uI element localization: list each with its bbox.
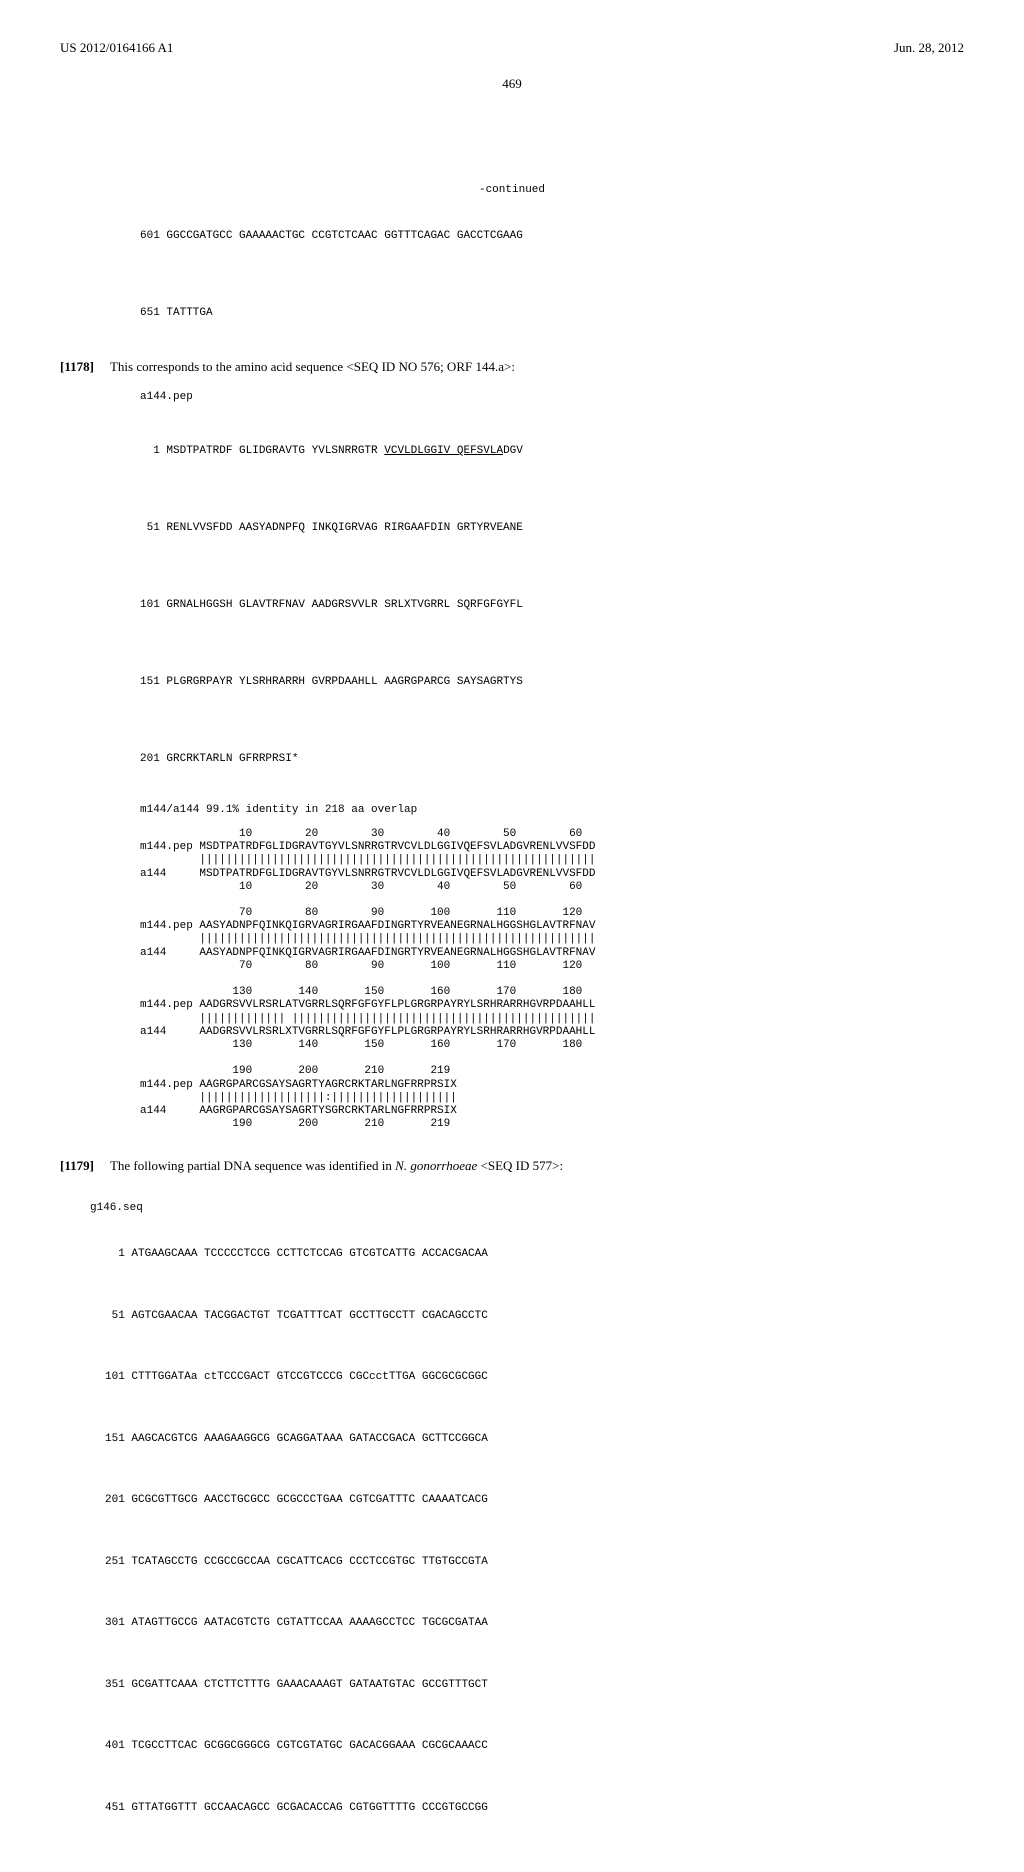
g146-line: 51 AGTCGAACAA TACGGACTGT TCGATTTCAT GCCT… <box>105 1309 964 1324</box>
a144-line3: 101 GRNALHGGSH GLAVTRFNAV AADGRSVVLR SRL… <box>140 598 964 613</box>
g146-line: 401 TCGCCTTCAC GCGGCGGGCG CGTCGTATGC GAC… <box>105 1739 964 1754</box>
para-1179-italic: N. gonorrhoeae <box>395 1158 477 1173</box>
pub-number: US 2012/0164166 A1 <box>60 40 173 56</box>
seq-continued: -continued 601 GGCCGATGCC GAAAAACTGC CCG… <box>140 152 964 337</box>
seq-top-2: 651 TATTTGA <box>140 306 964 321</box>
a144-seq: 1 MSDTPATRDF GLIDGRAVTG YVLSNRRGTR VCVLD… <box>140 413 964 782</box>
g146-line: 451 GTTATGGTTT GCCAACAGCC GCGACACCAG CGT… <box>105 1801 964 1816</box>
pub-date: Jun. 28, 2012 <box>894 40 964 56</box>
overlap-label: m144/a144 99.1% identity in 218 aa overl… <box>140 803 964 818</box>
g146-label: g146.seq <box>90 1201 964 1216</box>
g146-line: 301 ATAGTTGCCG AATACGTCTG CGTATTCCAA AAA… <box>105 1616 964 1631</box>
para-num-1179: [1179] <box>60 1158 94 1173</box>
a144-line1: 1 MSDTPATRDF GLIDGRAVTG YVLSNRRGTR VCVLD… <box>140 444 964 459</box>
a144-line5: 201 GRCRKTARLN GFRRPRSI* <box>140 752 964 767</box>
para-1179-text-a: The following partial DNA sequence was i… <box>110 1158 395 1173</box>
page-header: US 2012/0164166 A1 Jun. 28, 2012 <box>60 40 964 56</box>
a144-line2: 51 RENLVVSFDD AASYADNPFQ INKQIGRVAG RIRG… <box>140 521 964 536</box>
para-1179-text-b: <SEQ ID 577>: <box>477 1158 563 1173</box>
alignment-block: 10 20 30 40 50 60 m144.pep MSDTPATRDFGLI… <box>140 828 964 1131</box>
para-1178-text-a: This corresponds to the amino acid seque… <box>110 359 421 374</box>
para-num-1178: [1178] <box>60 359 94 374</box>
para-1178: [1178] This corresponds to the amino aci… <box>60 357 964 377</box>
para-1179: [1179] The following partial DNA sequenc… <box>60 1156 964 1176</box>
a144-line4: 151 PLGRGRPAYR YLSRHRARRH GVRPDAAHLL AAG… <box>140 675 964 690</box>
g146-line: 151 AAGCACGTCG AAAGAAGGCG GCAGGATAAA GAT… <box>105 1432 964 1447</box>
g146-line: 251 TCATAGCCTG CCGCCGCCAA CGCATTCACG CCC… <box>105 1555 964 1570</box>
g146-seq: 1 ATGAAGCAAA TCCCCCTCCG CCTTCTCCAG GTCGT… <box>105 1216 964 1832</box>
a144-label: a144.pep <box>140 391 964 403</box>
g146-line: 351 GCGATTCAAA CTCTTCTTTG GAAACAAAGT GAT… <box>105 1678 964 1693</box>
g146-line: 1 ATGAAGCAAA TCCCCCTCCG CCTTCTCCAG GTCGT… <box>105 1247 964 1262</box>
seq-top-1: 601 GGCCGATGCC GAAAAACTGC CCGTCTCAAC GGT… <box>140 229 964 244</box>
g146-line: 101 CTTTGGATAa ctTCCCGACT GTCCGTCCCG CGC… <box>105 1370 964 1385</box>
g146-line: 201 GCGCGTTGCG AACCTGCGCC GCGCCCTGAA CGT… <box>105 1493 964 1508</box>
page-number: 469 <box>60 76 964 92</box>
continued-label: -continued <box>60 183 964 198</box>
para-1178-text-b: 576; ORF 144.a>: <box>421 359 515 374</box>
